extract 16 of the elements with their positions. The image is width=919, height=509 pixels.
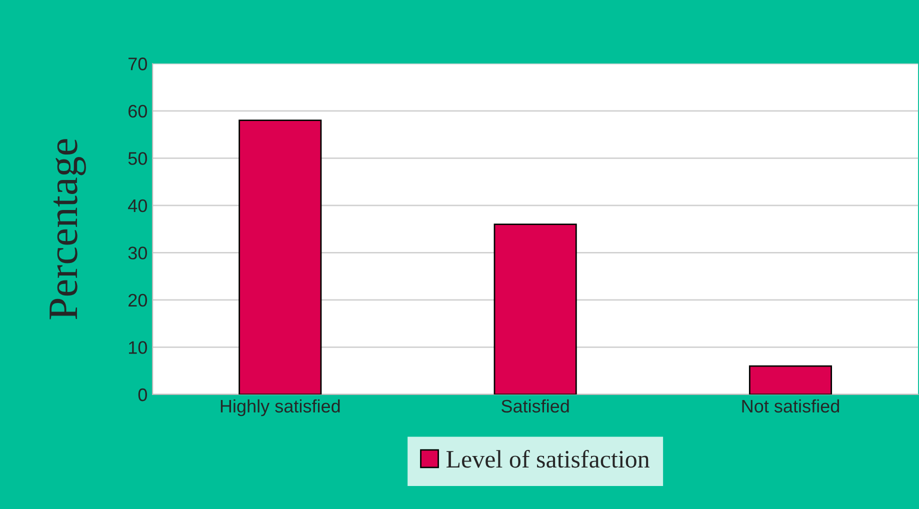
x-tick-label: Highly satisfied: [220, 399, 340, 416]
y-tick-label: 70: [128, 58, 147, 70]
y-axis-title: Percentage: [50, 139, 86, 320]
bar: [238, 120, 322, 394]
bar: [748, 365, 832, 394]
bar: [494, 224, 577, 394]
y-tick-label: 40: [128, 199, 147, 212]
y-tick-label: 50: [128, 152, 147, 165]
y-tick-label: 10: [128, 341, 147, 354]
x-tick-label: Satisfied: [502, 399, 569, 413]
y-tick-label: 0: [138, 388, 147, 402]
legend-label: Level of satisfaction: [446, 450, 650, 468]
x-tick-label: Not satisfied: [742, 399, 840, 413]
y-tick-label: 60: [128, 104, 147, 118]
y-tick-label: 20: [128, 294, 147, 307]
y-tick-label: 30: [128, 246, 147, 260]
